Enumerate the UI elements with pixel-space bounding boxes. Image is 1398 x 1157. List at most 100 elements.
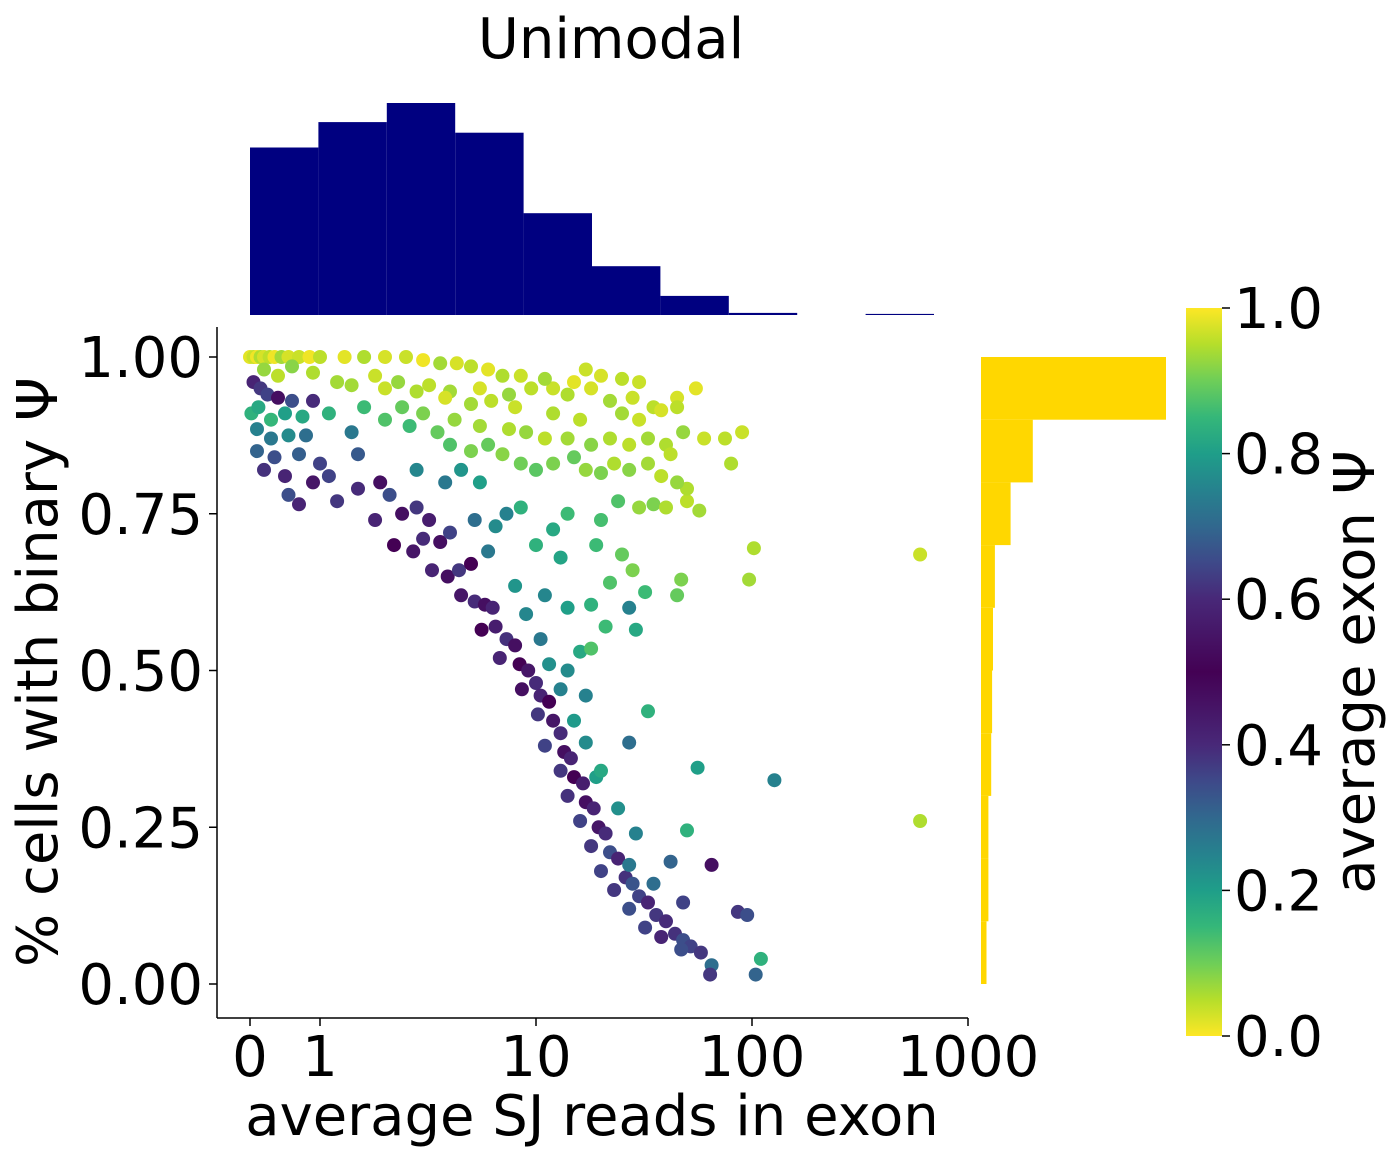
scatter-point	[560, 600, 575, 615]
scatter-point	[481, 362, 496, 377]
scatter-point	[663, 854, 678, 869]
scatter-point	[285, 393, 299, 408]
scatter-point	[373, 475, 388, 490]
scatter-point	[467, 513, 482, 527]
scatter-point	[488, 519, 503, 534]
scatter-point	[499, 506, 514, 521]
scatter-axes	[216, 327, 968, 1019]
scatter-point	[330, 375, 345, 390]
scatter-point	[521, 663, 536, 678]
scatter-point	[646, 497, 661, 512]
scatter-point	[313, 350, 327, 364]
scatter-point	[409, 384, 424, 399]
scatter-point	[474, 622, 489, 637]
x-tick-label: 0	[232, 1025, 268, 1090]
scatter-point	[519, 425, 534, 440]
scatter-point	[395, 400, 410, 415]
scatter-point	[670, 588, 685, 603]
scatter-point	[594, 513, 608, 527]
colorbar-tick-label: 0.8	[1234, 423, 1323, 488]
scatter-point	[382, 487, 397, 502]
scatter-point	[416, 531, 431, 546]
scatter-point	[718, 431, 732, 446]
scatter-point	[573, 814, 588, 828]
scatter-point	[378, 381, 392, 396]
scatter-point	[913, 814, 928, 828]
scatter-point	[519, 607, 534, 622]
scatter-point	[607, 456, 622, 471]
scatter-point	[250, 422, 264, 437]
scatter-point	[598, 619, 613, 634]
scatter-point	[430, 425, 445, 440]
scatter-point	[594, 763, 608, 778]
y-tick-label: 0.75	[78, 483, 203, 548]
scatter-point	[306, 475, 320, 490]
scatter-point	[584, 597, 599, 612]
scatter-point	[560, 506, 575, 521]
scatter-point	[452, 563, 466, 578]
scatter-point	[670, 400, 685, 415]
scatter-point	[704, 857, 719, 872]
scatter-point	[603, 575, 617, 590]
scatter-point	[584, 839, 599, 854]
scatter-point	[654, 403, 669, 418]
right-histogram	[981, 357, 1166, 984]
x-axis-label: average SJ reads in exon	[245, 1084, 939, 1149]
scatter-point	[746, 541, 761, 556]
scatter-point	[443, 437, 457, 452]
scatter-point	[422, 378, 437, 393]
scatter-point	[594, 368, 608, 383]
scatter-point	[646, 876, 661, 891]
x-tick-label: 1000	[897, 1025, 1040, 1090]
scatter-point	[632, 500, 647, 515]
scatter-point	[250, 444, 264, 459]
x-tick-label: 10	[500, 1025, 571, 1090]
y-tick-label: 0.00	[78, 953, 203, 1018]
scatter-point	[264, 412, 278, 427]
top-histogram-bar	[250, 147, 319, 315]
scatter-point	[578, 688, 593, 703]
scatter-point	[615, 406, 629, 421]
scatter-point	[632, 412, 647, 427]
scatter-point	[578, 735, 593, 750]
scatter-point	[257, 462, 271, 477]
scatter-point	[748, 967, 763, 982]
scatter-point	[514, 682, 529, 697]
colorbar-tick-label: 1.0	[1234, 277, 1323, 342]
top-histogram-bar	[592, 266, 661, 315]
y-axis-label: % cells with binary Ψ	[6, 377, 71, 967]
scatter-point	[573, 412, 588, 427]
scatter-point	[615, 371, 629, 386]
colorbar-tick-label: 0.4	[1234, 714, 1323, 779]
scatter-point	[625, 390, 640, 405]
top-histogram	[250, 103, 934, 315]
scatter-point	[573, 644, 588, 659]
scatter-point	[306, 365, 320, 380]
scatter-point	[508, 578, 523, 593]
scatter-point	[586, 801, 601, 816]
scatter-point	[615, 547, 629, 562]
scatter-point	[584, 381, 599, 396]
scatter-point	[464, 359, 478, 374]
scatter-point	[285, 359, 299, 374]
scatter-point	[567, 375, 581, 390]
scatter-point	[257, 362, 271, 377]
scatter-point	[302, 350, 317, 364]
scatter-point	[351, 447, 365, 462]
scatter-point	[368, 513, 383, 527]
scatter-point	[395, 506, 410, 521]
scatter-point	[508, 638, 523, 653]
scatter-point	[344, 425, 359, 440]
scatter-point	[464, 444, 478, 459]
scatter-point	[611, 801, 626, 816]
scatter-point	[625, 876, 640, 891]
scatter-point	[449, 356, 464, 371]
scatter-point	[767, 773, 782, 788]
scatter-point	[611, 494, 626, 509]
scatter-point	[594, 466, 608, 480]
scatter-point	[440, 569, 455, 584]
scatter-point	[416, 406, 431, 421]
colorbar-tick-label: 0.0	[1234, 1005, 1323, 1070]
scatter-point	[524, 381, 539, 396]
right-histogram-bar	[981, 357, 1166, 420]
